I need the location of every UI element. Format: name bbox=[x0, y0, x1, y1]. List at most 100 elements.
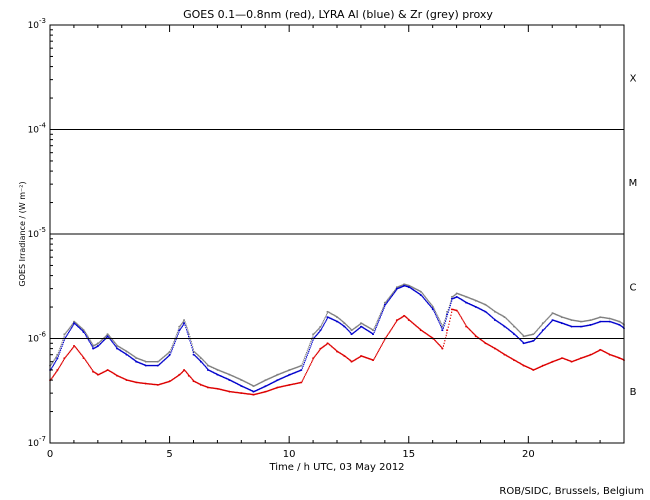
data-point bbox=[484, 342, 487, 345]
data-point bbox=[383, 301, 386, 304]
data-point bbox=[551, 319, 554, 321]
data-point bbox=[183, 322, 185, 325]
series-2-segment bbox=[466, 325, 477, 337]
data-point bbox=[96, 345, 99, 347]
data-point bbox=[455, 292, 458, 295]
data-point bbox=[240, 385, 243, 387]
data-point bbox=[63, 357, 66, 359]
data-point bbox=[446, 313, 448, 316]
data-point bbox=[168, 350, 171, 353]
data-point bbox=[395, 286, 398, 289]
data-point bbox=[183, 369, 185, 371]
series-2-segment bbox=[475, 335, 486, 344]
series-2-segment bbox=[229, 391, 242, 394]
data-point bbox=[599, 320, 601, 323]
data-point bbox=[264, 379, 267, 381]
series-1-segment bbox=[126, 354, 137, 362]
series-2-segment bbox=[561, 357, 572, 363]
data-point bbox=[252, 393, 255, 396]
data-point bbox=[403, 284, 405, 287]
series-2-segment bbox=[188, 375, 194, 382]
data-point bbox=[343, 325, 346, 328]
data-point bbox=[178, 329, 181, 332]
data-point bbox=[106, 369, 109, 371]
data-point bbox=[187, 374, 190, 377]
series-2-segment bbox=[337, 350, 345, 357]
data-point bbox=[494, 310, 496, 313]
series-2-segment bbox=[265, 387, 278, 393]
data-point bbox=[360, 325, 362, 328]
data-point bbox=[580, 325, 582, 328]
data-point bbox=[570, 360, 573, 363]
series-1-segment bbox=[351, 326, 362, 335]
data-point bbox=[618, 324, 621, 326]
data-point bbox=[532, 339, 534, 342]
series-0-segment bbox=[313, 326, 321, 335]
series-0-segment bbox=[466, 296, 477, 302]
series-0-segment bbox=[344, 322, 352, 331]
data-point bbox=[395, 319, 398, 321]
data-point bbox=[336, 316, 338, 319]
data-point bbox=[92, 370, 94, 373]
series-2-segment bbox=[289, 381, 302, 386]
data-point bbox=[192, 353, 195, 356]
series-1-segment bbox=[207, 369, 218, 376]
series-2 bbox=[49, 308, 625, 396]
data-point bbox=[206, 386, 209, 389]
data-point bbox=[73, 345, 75, 347]
data-point bbox=[608, 320, 611, 323]
data-point bbox=[599, 348, 601, 351]
series-2-segment bbox=[217, 388, 230, 393]
series-2-segment bbox=[590, 349, 601, 356]
series-1-segment bbox=[73, 322, 84, 333]
data-point bbox=[441, 347, 444, 350]
data-point bbox=[228, 390, 231, 393]
data-point bbox=[484, 310, 487, 313]
data-point bbox=[276, 373, 279, 376]
data-point bbox=[125, 353, 128, 356]
series-1 bbox=[49, 284, 625, 393]
series-2-segment bbox=[351, 355, 362, 363]
series-1-segment bbox=[313, 330, 321, 340]
series-2-segment bbox=[179, 369, 185, 376]
x-tick-label: 15 bbox=[402, 449, 415, 460]
data-point bbox=[288, 369, 291, 371]
data-point bbox=[319, 325, 322, 328]
series-2-segment bbox=[320, 343, 328, 350]
series-2-segment bbox=[126, 379, 137, 383]
data-point bbox=[56, 369, 59, 371]
series-2-segment bbox=[327, 342, 338, 352]
series-0-segment bbox=[241, 379, 254, 387]
series-1-segment bbox=[432, 308, 443, 330]
x-axis: 0 5 10 15 20 bbox=[47, 25, 625, 460]
data-point bbox=[599, 316, 601, 319]
series-0-segment bbox=[265, 374, 278, 381]
series-0-segment bbox=[277, 369, 290, 376]
data-point bbox=[144, 382, 147, 385]
series-1-segment bbox=[253, 385, 266, 393]
data-point bbox=[319, 347, 322, 350]
y-tick-label: 10-6 bbox=[28, 331, 47, 345]
data-point bbox=[541, 364, 544, 367]
data-point bbox=[252, 385, 255, 387]
series-1-segment bbox=[561, 322, 572, 327]
series-2-segment bbox=[396, 315, 405, 321]
data-point bbox=[264, 385, 267, 387]
series-1-segment bbox=[504, 325, 515, 335]
data-point bbox=[106, 335, 109, 338]
data-point bbox=[135, 357, 138, 359]
data-point bbox=[560, 357, 563, 359]
series-1-segment bbox=[580, 324, 591, 328]
series-2-segment bbox=[157, 380, 170, 386]
data-point bbox=[484, 303, 487, 306]
series-1-segment bbox=[169, 331, 180, 356]
series-2-segment bbox=[169, 374, 180, 382]
y-tick-label: 10-7 bbox=[28, 435, 46, 449]
data-point bbox=[494, 347, 496, 350]
data-point bbox=[135, 360, 138, 363]
data-point bbox=[288, 373, 291, 376]
series-1-segment bbox=[360, 325, 374, 335]
series-0-segment bbox=[360, 322, 374, 331]
data-point bbox=[513, 325, 515, 328]
data-point bbox=[503, 325, 506, 328]
